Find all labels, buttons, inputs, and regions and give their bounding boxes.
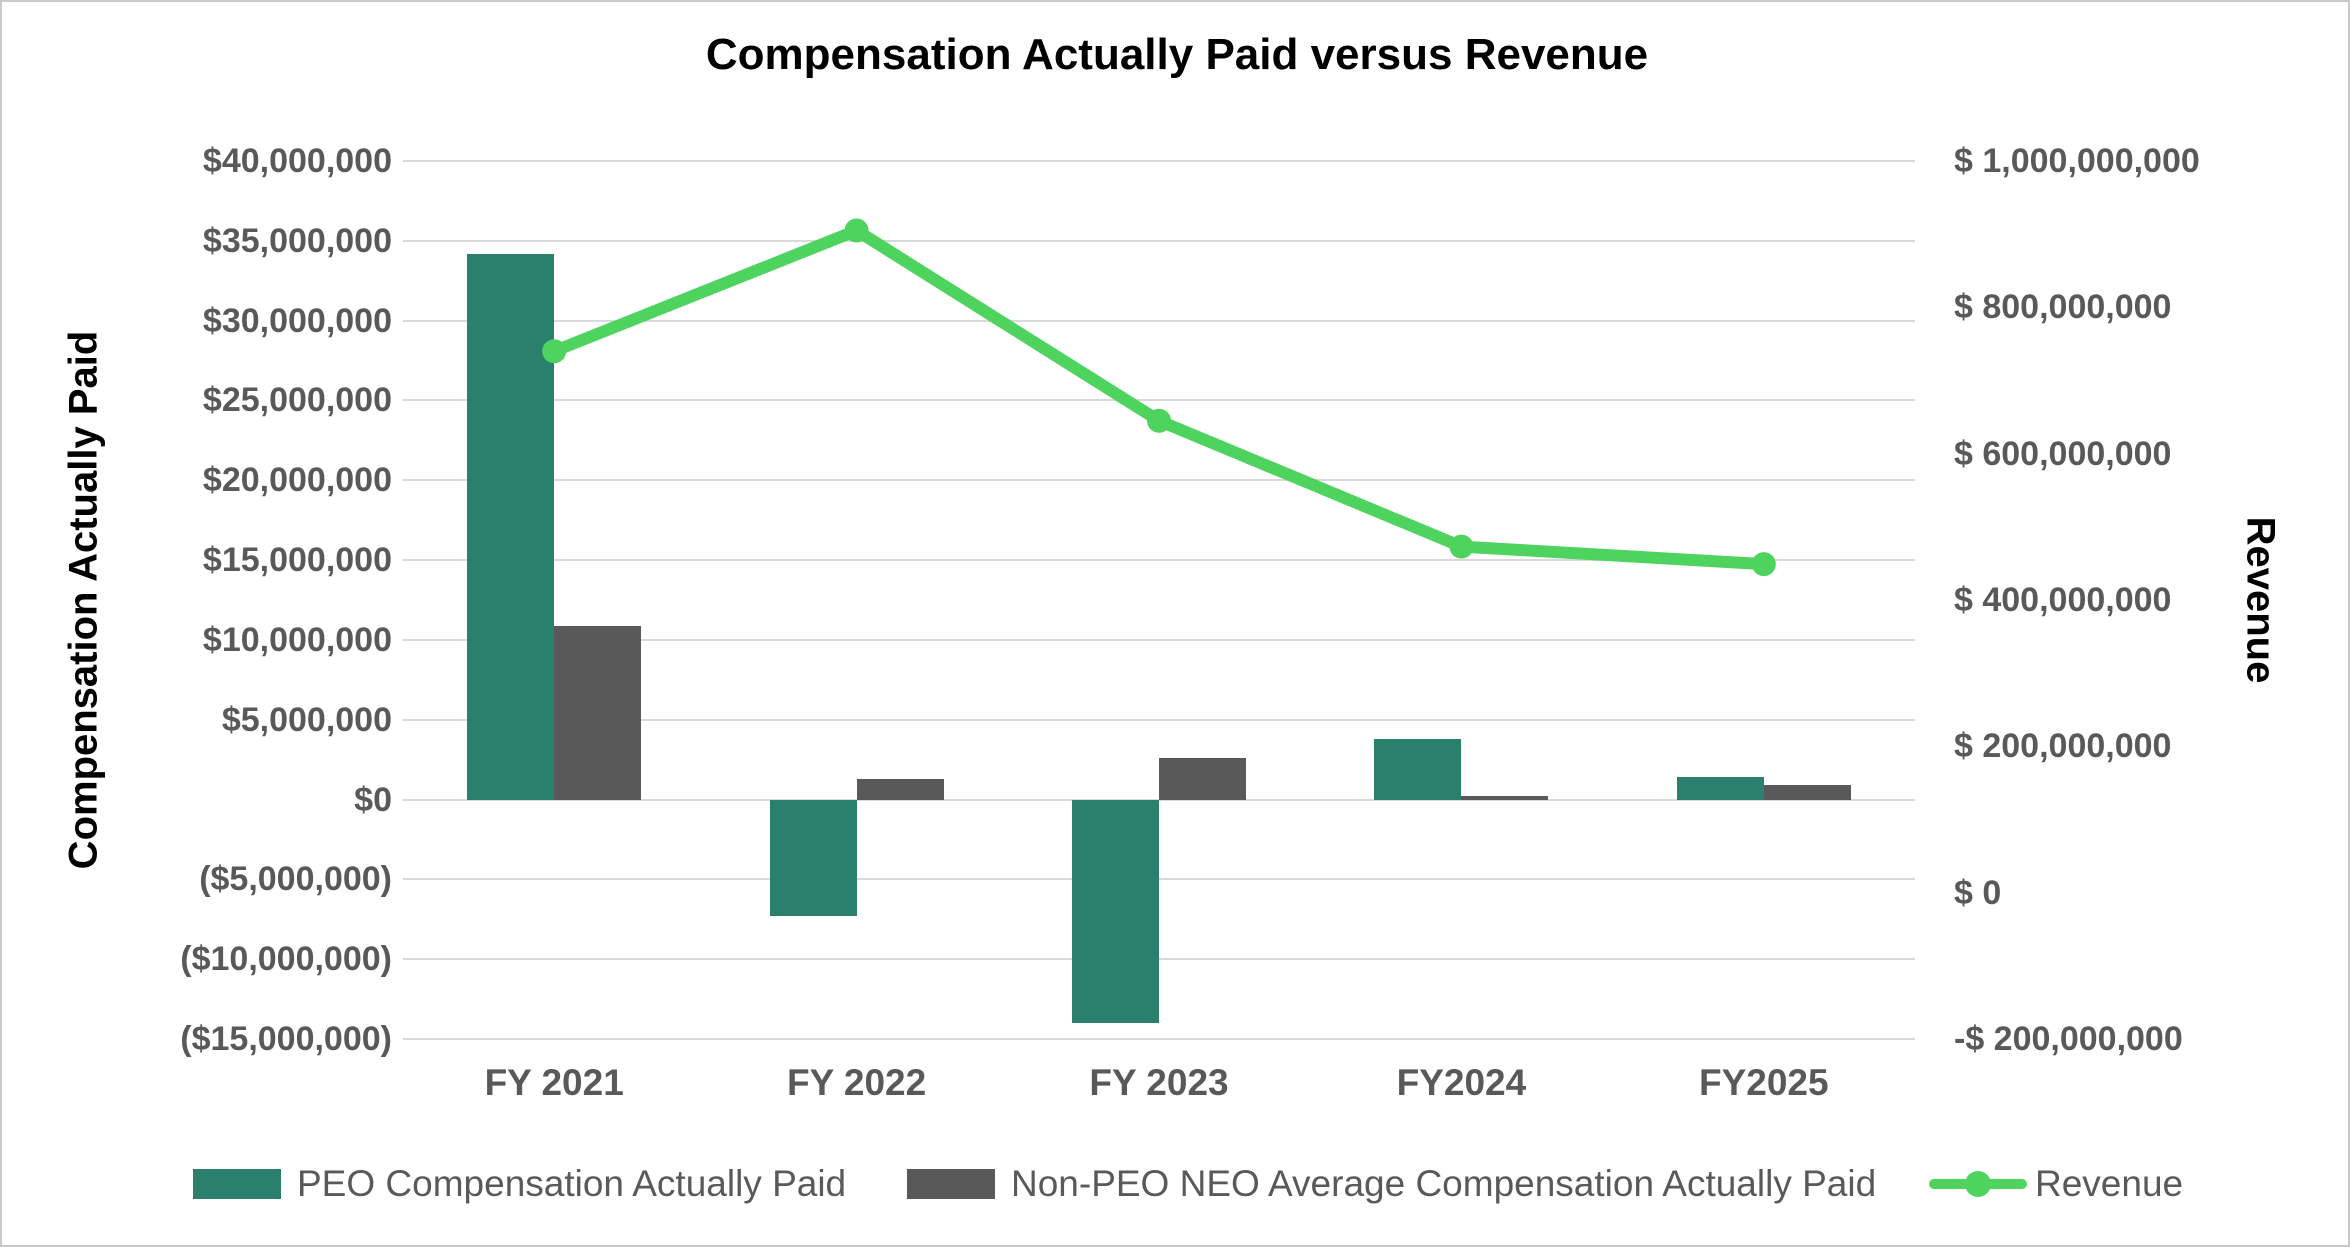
left-axis-tick: $15,000,000 (202, 541, 392, 580)
legend-label-nonpeo-cap: Non-PEO NEO Average Compensation Actuall… (1011, 1163, 1877, 1204)
peo-cap-bar-fy-2022 (769, 799, 857, 917)
left-axis-tick: $0 (354, 780, 392, 819)
revenue-marker-fy2025 (1751, 552, 1776, 577)
left-axis-tick: $35,000,000 (202, 221, 392, 260)
left-axis-tick: $40,000,000 (202, 142, 392, 180)
x-axis-label-fy-2023: FY 2023 (1089, 1062, 1229, 1103)
legend-item-nonpeo-cap: Non-PEO NEO Average Compensation Actuall… (907, 1159, 1876, 1209)
left-axis-tick: ($5,000,000) (199, 860, 392, 899)
revenue-marker-fy-2023 (1147, 408, 1171, 433)
gridline (403, 718, 1915, 721)
gridline (403, 798, 1915, 801)
gridline (403, 239, 1915, 242)
nonpeo-cap-bar-fy-2023 (1159, 758, 1246, 800)
x-axis-label-fy-2022: FY 2022 (786, 1062, 927, 1103)
right-axis-tick: $ 600,000,000 (1954, 434, 2172, 473)
right-axis-tick: $ 200,000,000 (1954, 727, 2172, 766)
nonpeo-cap-bar-fy2024 (1461, 796, 1549, 800)
legend-item-peo-cap: PEO Compensation Actually Paid (193, 1159, 846, 1209)
nonpeo-series-swatch-icon (907, 1169, 995, 1199)
plot-area (403, 160, 1915, 1040)
left-axis-tick: ($10,000,000) (180, 940, 392, 979)
revenue-line (551, 224, 1765, 571)
peo-series-swatch-icon (193, 1169, 281, 1199)
right-axis-title: Revenue (2238, 516, 2283, 684)
gridline (403, 399, 1915, 402)
right-axis-tick: $ 400,000,000 (1954, 581, 2172, 619)
x-axis-label-fy-2021: FY 2021 (484, 1062, 624, 1103)
left-axis-tick: $30,000,000 (202, 301, 392, 340)
right-axis-tick: $ 0 (1954, 873, 2002, 912)
peo-cap-bar-fy2024 (1374, 738, 1462, 800)
gridline (403, 160, 1915, 162)
chart-title: Compensation Actually Paid versus Revenu… (705, 30, 1649, 79)
gridline (403, 559, 1915, 562)
left-axis-tick: $5,000,000 (221, 700, 392, 739)
revenue-line-layer (542, 218, 1776, 577)
gridline (403, 1038, 1915, 1040)
gridline (403, 319, 1915, 322)
left-axis-tick: ($15,000,000) (180, 1020, 392, 1058)
gridline (403, 638, 1915, 641)
x-axis-label-fy2024: FY2024 (1396, 1062, 1527, 1103)
peo-cap-bar-fy2025 (1676, 777, 1764, 800)
left-axis-tick: $20,000,000 (202, 461, 392, 500)
legend-label-revenue: Revenue (2035, 1163, 2184, 1204)
revenue-marker-fy2024 (1449, 534, 1474, 559)
right-axis-tick: -$ 200,000,000 (1954, 1020, 2183, 1058)
legend-item-revenue: Revenue (1929, 1159, 2183, 1209)
left-axis-tick: $25,000,000 (202, 381, 392, 420)
x-axis-label-fy2025: FY2025 (1699, 1062, 1829, 1103)
nonpeo-cap-bar-fy2025 (1763, 785, 1851, 800)
legend: PEO Compensation Actually Paid Non-PEO N… (2, 1159, 2348, 1209)
gridline (403, 958, 1915, 961)
peo-cap-bar-fy-2021 (467, 253, 555, 800)
nonpeo-cap-bar-fy-2021 (554, 625, 642, 800)
left-axis-tick: $10,000,000 (202, 620, 392, 659)
peo-cap-bar-fy-2023 (1072, 799, 1159, 1024)
right-axis-tick: $ 800,000,000 (1954, 288, 2172, 327)
right-axis-tick: $ 1,000,000,000 (1954, 142, 2200, 180)
legend-label-peo-cap: PEO Compensation Actually Paid (297, 1163, 847, 1204)
revenue-line-marker-icon (1929, 1169, 2027, 1199)
gridline (403, 479, 1915, 482)
nonpeo-cap-bar-fy-2022 (856, 778, 944, 800)
gridline (403, 878, 1915, 881)
